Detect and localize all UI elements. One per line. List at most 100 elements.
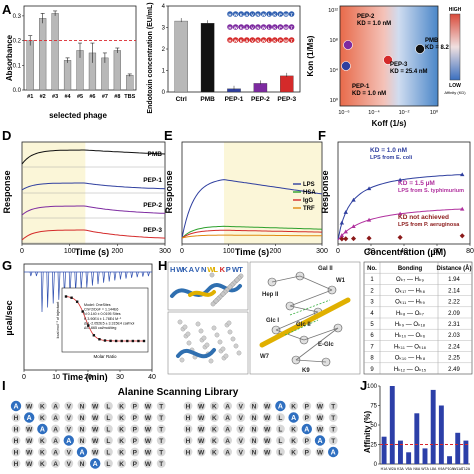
b-seq-bead: [277, 11, 284, 17]
j-x-tick-label: L8A: [430, 467, 437, 471]
b-seq-bead: [277, 24, 284, 30]
i-residue: [130, 447, 140, 457]
j-bar: [422, 448, 428, 464]
i-residue-letter: N: [252, 438, 257, 445]
g-injection-peak: [40, 271, 44, 313]
i-residue: [117, 401, 126, 411]
i-residue: [249, 424, 259, 434]
i-residue: [90, 447, 100, 457]
i-residue-letter: W: [26, 404, 33, 411]
i-residue: [51, 459, 60, 468]
i-residue-letter: P: [133, 438, 138, 445]
i-residue: [183, 401, 193, 411]
j-y-tick-label: 100: [367, 384, 378, 390]
j-bar: [438, 405, 444, 464]
b-seq-bead: [244, 24, 250, 30]
i-residue: [236, 447, 246, 457]
panel-label-f: F: [318, 128, 326, 143]
h-peptide-backbone: [259, 297, 351, 348]
i-residue: [64, 424, 74, 434]
h-sequence-letter: K: [182, 265, 188, 274]
f-x-axis-label: Concentration (µM): [364, 247, 446, 257]
g-inset-point: [103, 339, 107, 342]
a-y-tick-label: 0.0: [13, 88, 22, 94]
i-residue: [223, 447, 233, 457]
i-residue-letter: A: [53, 415, 58, 422]
i-residue-letter: K: [119, 404, 124, 411]
h-bond-link: [271, 275, 301, 283]
i-residue-letter: K: [119, 461, 124, 468]
h-table-header: Distance (Å): [436, 265, 471, 272]
g-injection-peak: [52, 271, 55, 304]
g-inset-point: [98, 338, 101, 341]
b-seq-letter: W: [284, 38, 288, 43]
d-x-tick-label: 0: [20, 248, 24, 255]
g-x-tick-label: 0: [22, 374, 26, 381]
i-residue: [315, 447, 325, 457]
i-residue: [64, 401, 74, 411]
h-table-cell: Hₖ₈ — Oₖ₇: [396, 311, 424, 317]
b-x-tick-label: PMB: [200, 96, 215, 103]
g-injection-peak: [113, 271, 117, 281]
i-residue: [156, 436, 166, 445]
i-residue-letter: T: [159, 450, 163, 457]
f-data-point: [339, 220, 345, 225]
i-residue-letter: W: [317, 450, 324, 457]
f-y-axis-label: Response: [320, 170, 330, 213]
b-seq-letter: W: [284, 25, 288, 30]
i-residue-letter: K: [212, 404, 217, 411]
panel-j: J Affinity (%) 0 25 50 75 100 H1A W2A K3A V5A N6A…: [360, 378, 471, 471]
panel-label-i: I: [2, 378, 6, 393]
g-injection-peak: [147, 271, 150, 277]
a-bar: [51, 13, 59, 91]
i-residue-letter: A: [225, 438, 230, 445]
c-point-pep-1: [341, 61, 351, 71]
i-residue: [276, 424, 285, 434]
c-x-tick-label: 10⁰: [430, 109, 439, 116]
i-residue-letter: V: [239, 427, 244, 434]
h-residue-label: W1: [336, 278, 346, 284]
h-lps-atom-bottom: [233, 343, 239, 349]
panel-label-g: G: [2, 258, 12, 273]
g-injection-peak: [102, 271, 106, 283]
i-residue: [104, 436, 113, 445]
i-residue: [262, 424, 272, 434]
g-inset-point: [92, 334, 96, 337]
b-seq-letter: V: [251, 38, 254, 43]
i-residue-letter: A: [93, 461, 98, 468]
g-inset-point: [142, 339, 146, 343]
i-residue: [223, 413, 233, 422]
i-residue: [302, 447, 312, 457]
j-y-tick-label: 50: [370, 423, 377, 429]
b-bar: [174, 20, 188, 93]
h-lps-atom-bottom: [177, 319, 183, 325]
i-residue: [51, 413, 60, 422]
i-residue-letter: H: [186, 415, 191, 422]
b-seq-bead: [272, 37, 278, 43]
i-residue-letter: W: [26, 438, 33, 445]
i-residue-letter: T: [159, 461, 163, 468]
i-residue-letter: K: [40, 461, 45, 468]
i-residue-letter: P: [133, 427, 138, 434]
b-y-tick-label: 3: [162, 26, 166, 32]
h-table-cell: 3: [370, 300, 374, 306]
g-inset-x-label: Molar Ratio: [93, 354, 117, 359]
i-residue-letter: W: [92, 438, 99, 445]
b-plot-area: 0 1 2 3 4 Ctrl PMB PEP-1 PEP-2 PEP-3: [162, 4, 301, 103]
h-bond-link: [299, 275, 333, 291]
i-residue: [24, 401, 34, 411]
c-x-tick-label: 10⁻⁶: [338, 109, 349, 116]
g-injection-peak: [136, 271, 139, 278]
a-x-axis-label: selected phage: [49, 111, 107, 120]
i-residue: [24, 447, 34, 457]
j-x-tick-label: N6A: [413, 467, 420, 471]
i-residue: [24, 459, 34, 468]
h-bond-link: [289, 289, 333, 307]
b-seq-bead: [266, 24, 273, 30]
b-y-tick-label: 4: [162, 4, 166, 10]
b-seq-letter: A: [245, 12, 248, 17]
g-inset-point: [70, 296, 73, 299]
h-lps-atom: [220, 291, 226, 297]
